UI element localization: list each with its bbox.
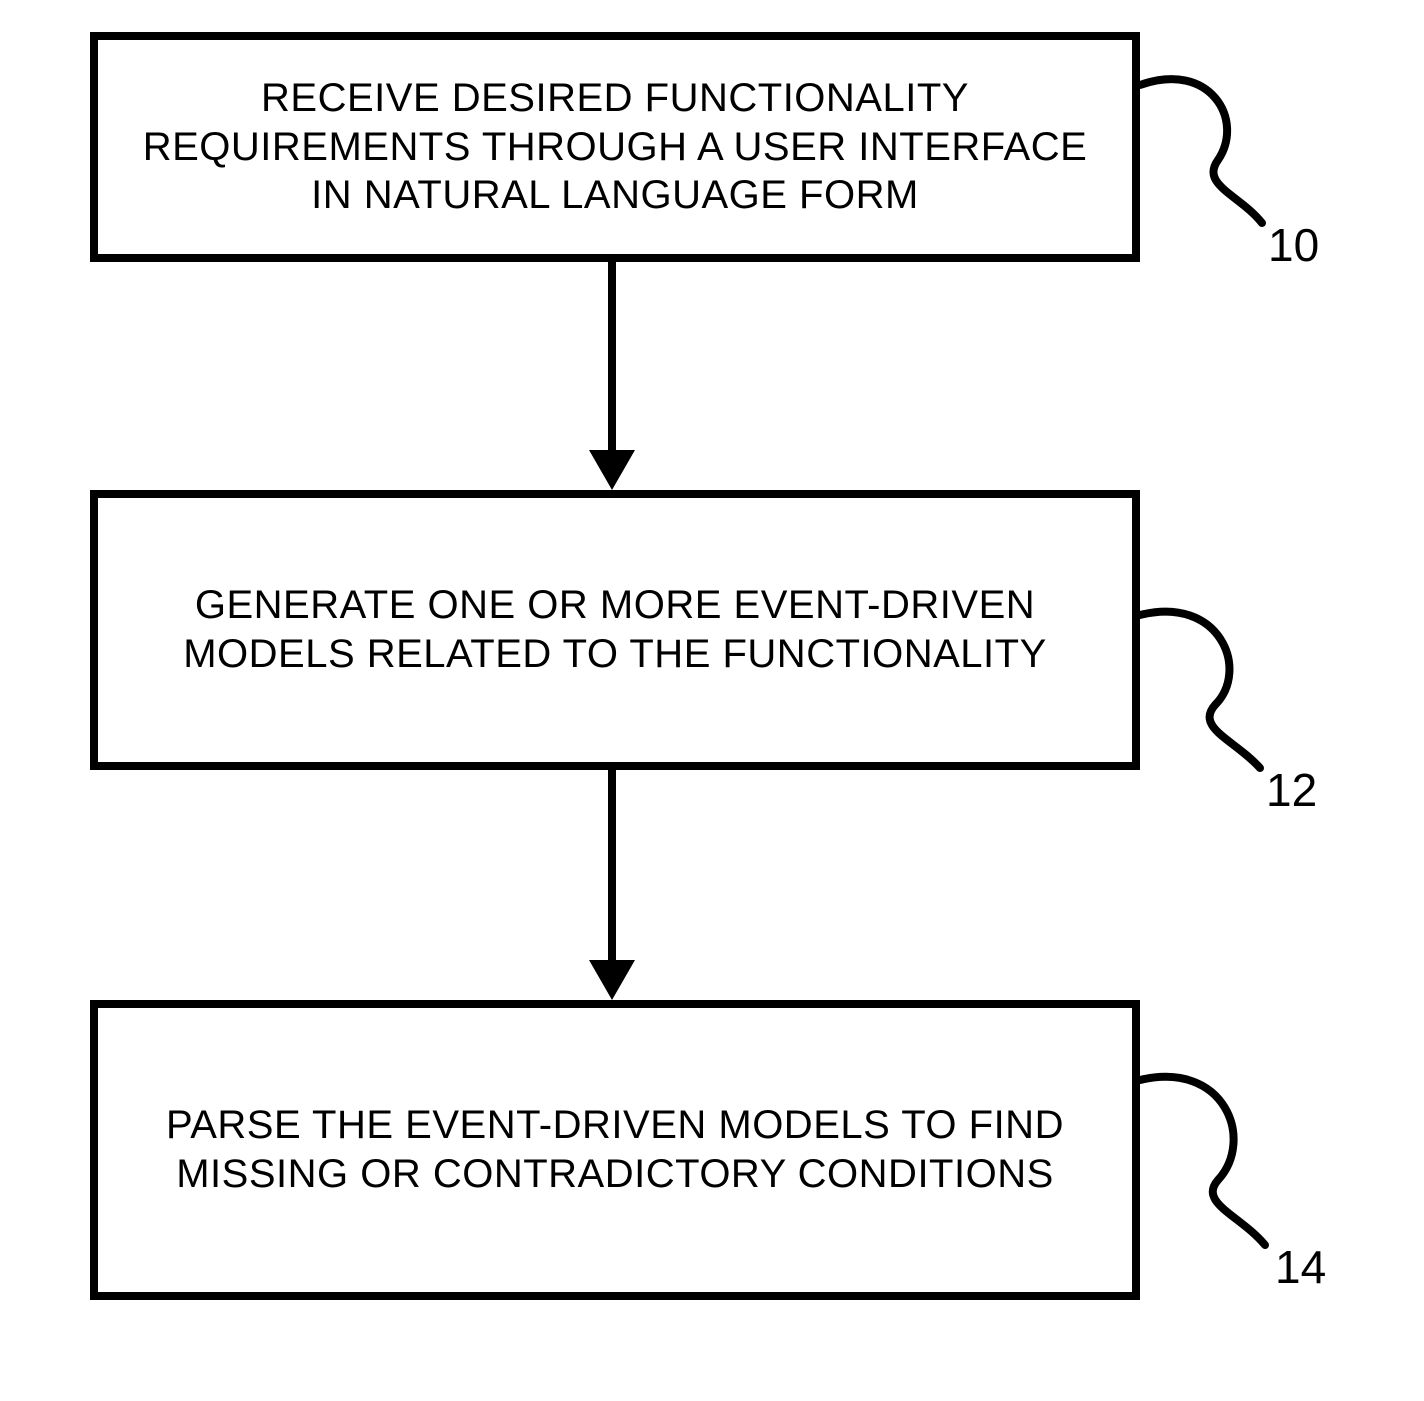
ref-label-10: 10 [1268, 218, 1319, 272]
callout-curve-10 [1140, 79, 1262, 223]
flowchart-canvas: RECEIVE DESIRED FUNCTIONALITY REQUIREMEN… [0, 0, 1424, 1401]
callout-svg [0, 0, 1424, 1401]
ref-label-14: 14 [1275, 1240, 1326, 1294]
callout-curve-12 [1140, 612, 1260, 768]
callout-curve-14 [1140, 1077, 1265, 1245]
ref-label-12: 12 [1266, 763, 1317, 817]
